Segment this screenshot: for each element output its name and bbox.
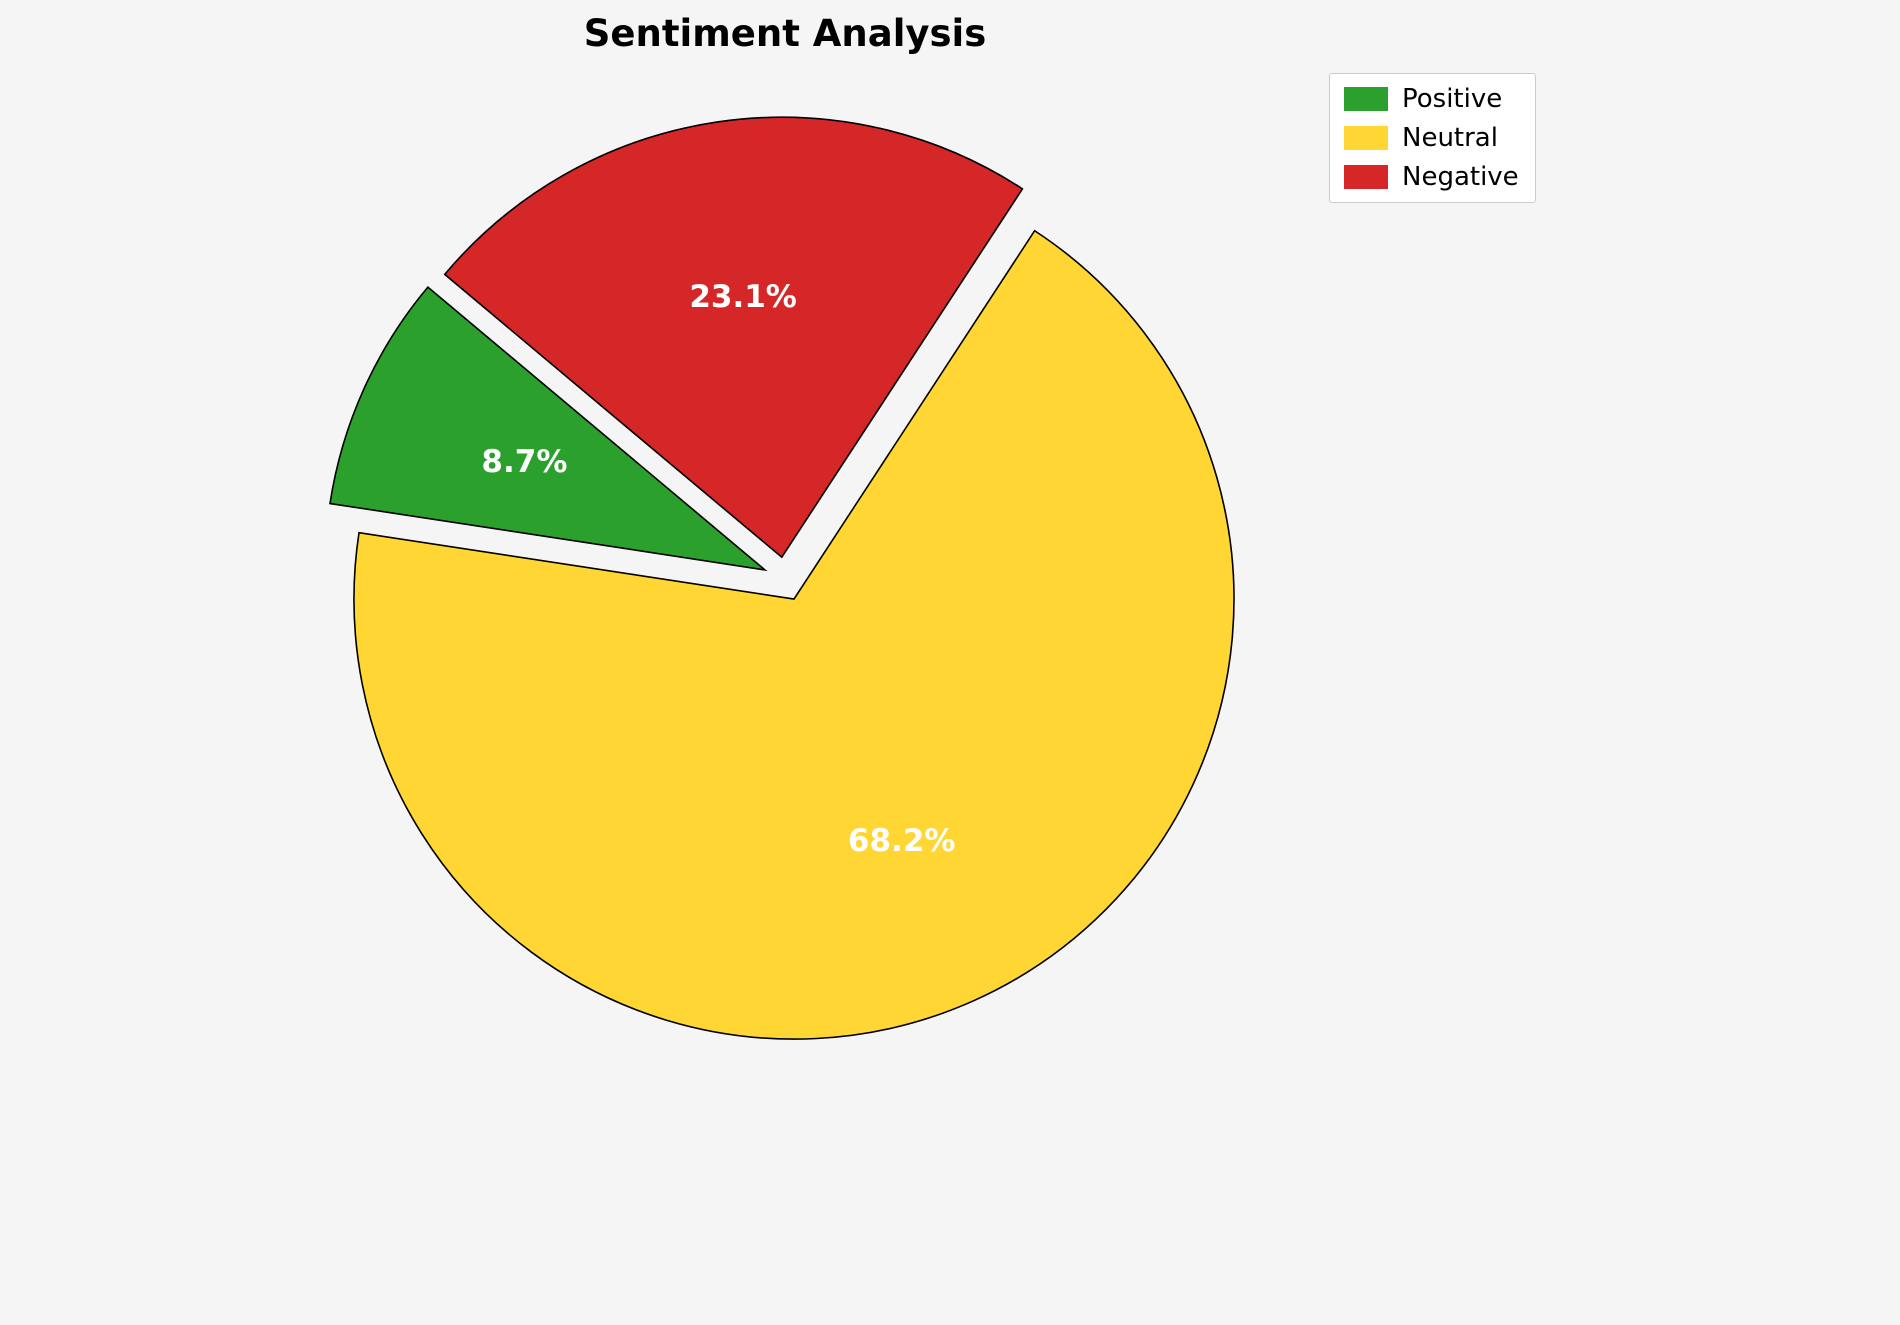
legend-item-positive: Positive bbox=[1344, 84, 1521, 114]
legend-swatch-negative bbox=[1344, 165, 1388, 189]
pct-label-negative: 23.1% bbox=[689, 279, 797, 315]
pie-slice-neutral bbox=[353, 229, 1235, 1040]
legend-label-positive: Positive bbox=[1402, 84, 1503, 114]
legend-item-negative: Negative bbox=[1344, 162, 1521, 192]
chart-title: Sentiment Analysis bbox=[583, 12, 987, 55]
pie-slice-negative bbox=[443, 116, 1024, 559]
legend-swatch-positive bbox=[1344, 87, 1388, 111]
pct-label-neutral: 68.2% bbox=[848, 823, 956, 859]
legend-item-neutral: Neutral bbox=[1344, 123, 1521, 153]
legend-label-negative: Negative bbox=[1402, 162, 1519, 192]
legend-label-neutral: Neutral bbox=[1402, 123, 1498, 153]
pct-label-positive: 8.7% bbox=[481, 444, 567, 480]
legend-swatch-neutral bbox=[1344, 126, 1388, 150]
pie-slice-positive bbox=[329, 285, 768, 572]
legend: Positive Neutral Negative bbox=[1329, 73, 1536, 203]
